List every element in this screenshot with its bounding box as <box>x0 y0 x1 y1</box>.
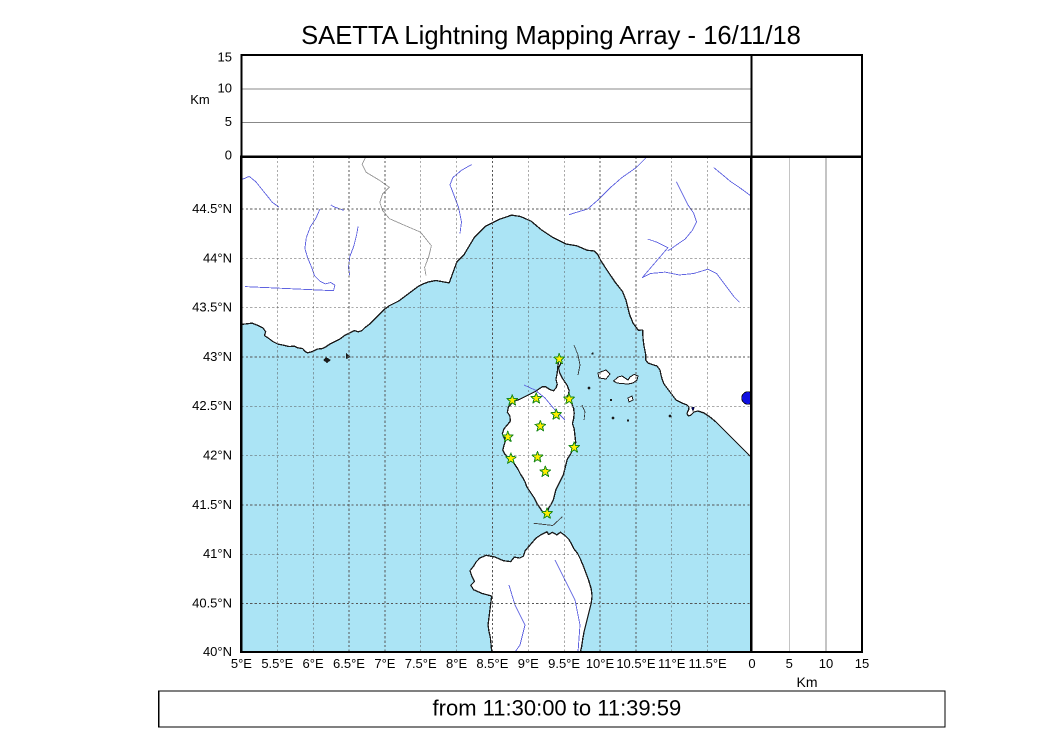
svg-text:43°N: 43°N <box>203 349 232 364</box>
svg-text:40°N: 40°N <box>203 644 232 659</box>
svg-text:5: 5 <box>786 656 793 671</box>
svg-text:0: 0 <box>225 148 232 163</box>
svg-text:Km: Km <box>190 92 210 107</box>
svg-text:44°N: 44°N <box>203 250 232 265</box>
svg-text:15: 15 <box>218 50 232 65</box>
svg-text:8.5°E: 8.5°E <box>476 656 508 671</box>
svg-text:5.5°E: 5.5°E <box>261 656 293 671</box>
svg-text:0: 0 <box>748 656 755 671</box>
svg-text:8°E: 8°E <box>446 656 467 671</box>
svg-text:41.5°N: 41.5°N <box>192 497 232 512</box>
svg-text:from 11:30:00 to 11:39:59: from 11:30:00 to 11:39:59 <box>433 696 682 721</box>
svg-text:9°E: 9°E <box>518 656 539 671</box>
svg-text:11.5°E: 11.5°E <box>688 656 727 671</box>
svg-text:41°N: 41°N <box>203 546 232 561</box>
svg-text:10.5°E: 10.5°E <box>616 656 656 671</box>
svg-text:10°E: 10°E <box>586 656 615 671</box>
svg-text:5°E: 5°E <box>231 656 252 671</box>
svg-text:40.5°N: 40.5°N <box>192 596 232 611</box>
svg-text:6°E: 6°E <box>303 656 324 671</box>
svg-text:SAETTA Lightning Mapping Array: SAETTA Lightning Mapping Array - 16/11/1… <box>301 22 801 50</box>
svg-text:10: 10 <box>218 81 232 96</box>
svg-text:42.5°N: 42.5°N <box>192 398 232 413</box>
svg-text:9.5°E: 9.5°E <box>548 656 580 671</box>
svg-text:6.5°E: 6.5°E <box>333 656 365 671</box>
svg-text:5: 5 <box>225 114 232 129</box>
svg-text:15: 15 <box>855 656 869 671</box>
svg-text:Km: Km <box>797 674 818 690</box>
svg-text:44.5°N: 44.5°N <box>192 201 232 216</box>
svg-text:42°N: 42°N <box>203 448 232 463</box>
svg-text:7.5°E: 7.5°E <box>405 656 437 671</box>
svg-text:10: 10 <box>819 656 833 671</box>
svg-text:43.5°N: 43.5°N <box>192 300 232 315</box>
svg-text:11°E: 11°E <box>658 656 686 671</box>
svg-text:7°E: 7°E <box>374 656 395 671</box>
